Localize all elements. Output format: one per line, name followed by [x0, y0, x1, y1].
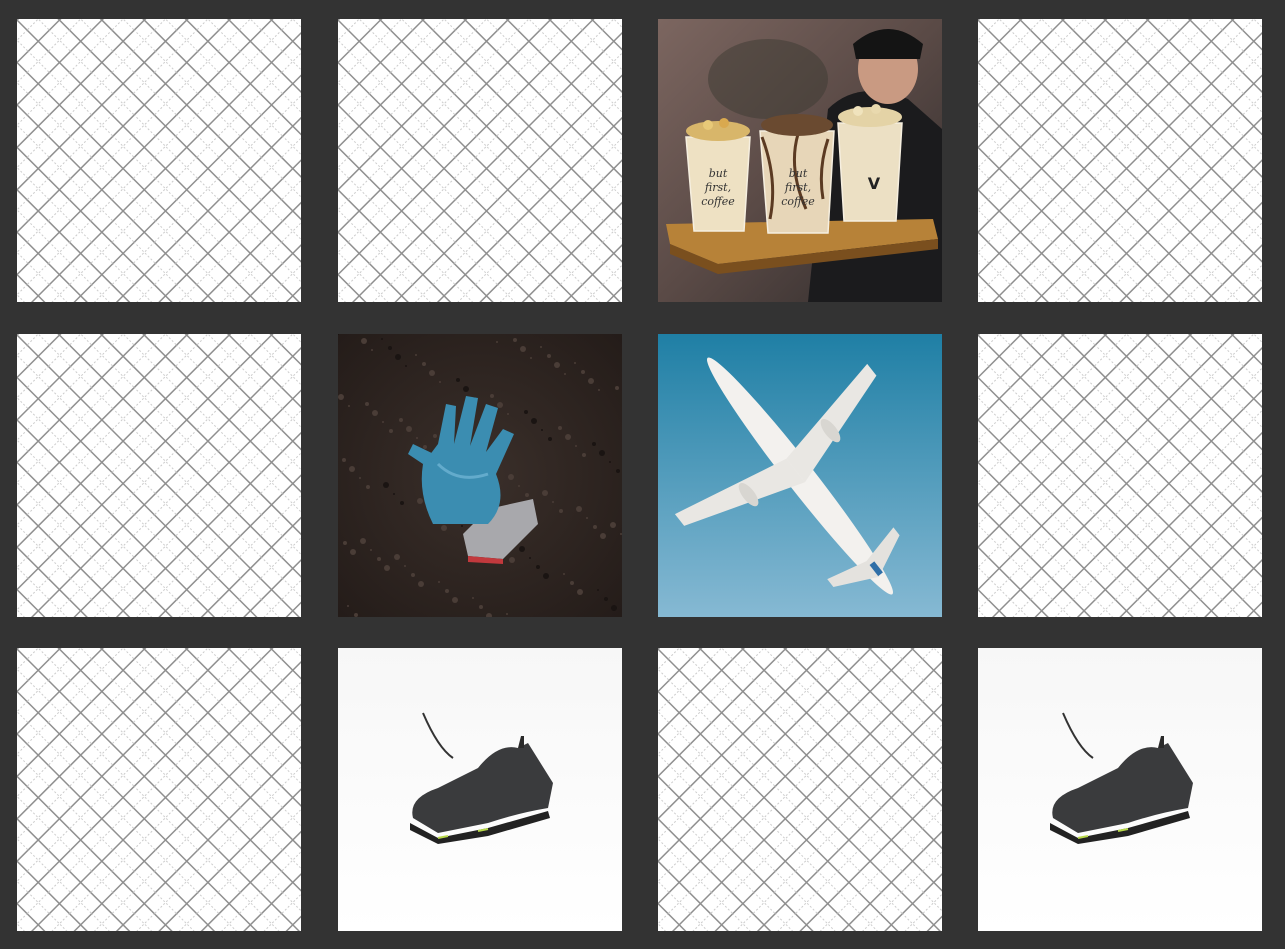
card-black-sneaker[interactable]: [978, 648, 1262, 931]
cup-text-line: but: [709, 167, 728, 180]
card-back-lattice-image: [17, 19, 301, 302]
black-sneaker-image: [338, 648, 622, 931]
cup-text-line: first,: [784, 181, 811, 194]
card-back-lattice-image: [17, 334, 301, 617]
cup-text-line: coffee: [701, 195, 735, 208]
cup-badge: V: [868, 174, 881, 193]
card-blue-gloves-on-soil[interactable]: [338, 334, 622, 617]
card-back-lattice-image: [338, 19, 622, 302]
blue-gloves-on-soil-image: [338, 334, 622, 617]
cup-text-line: coffee: [781, 195, 815, 208]
card-back-lattice-image: [978, 334, 1262, 617]
card-face-down[interactable]: [17, 648, 301, 931]
card-back-lattice-image: [17, 648, 301, 931]
card-back-lattice-image: [658, 648, 942, 931]
card-airplane-in-sky[interactable]: [658, 334, 942, 617]
card-face-down[interactable]: [978, 334, 1262, 617]
card-back-lattice-image: [978, 19, 1262, 302]
card-coffee-cups-tray[interactable]: but first, coffee but first, coffee V: [658, 19, 942, 302]
cup-text-line: but: [789, 167, 808, 180]
cup-text-line: first,: [704, 181, 731, 194]
card-black-sneaker[interactable]: [338, 648, 622, 931]
card-face-down[interactable]: [978, 19, 1262, 302]
card-face-down[interactable]: [17, 19, 301, 302]
black-sneaker-image: [978, 648, 1262, 931]
airplane-in-sky-image: [658, 334, 942, 617]
card-face-down[interactable]: [338, 19, 622, 302]
coffee-cups-tray-image: but first, coffee but first, coffee V: [658, 19, 942, 302]
card-face-down[interactable]: [658, 648, 942, 931]
card-face-down[interactable]: [17, 334, 301, 617]
